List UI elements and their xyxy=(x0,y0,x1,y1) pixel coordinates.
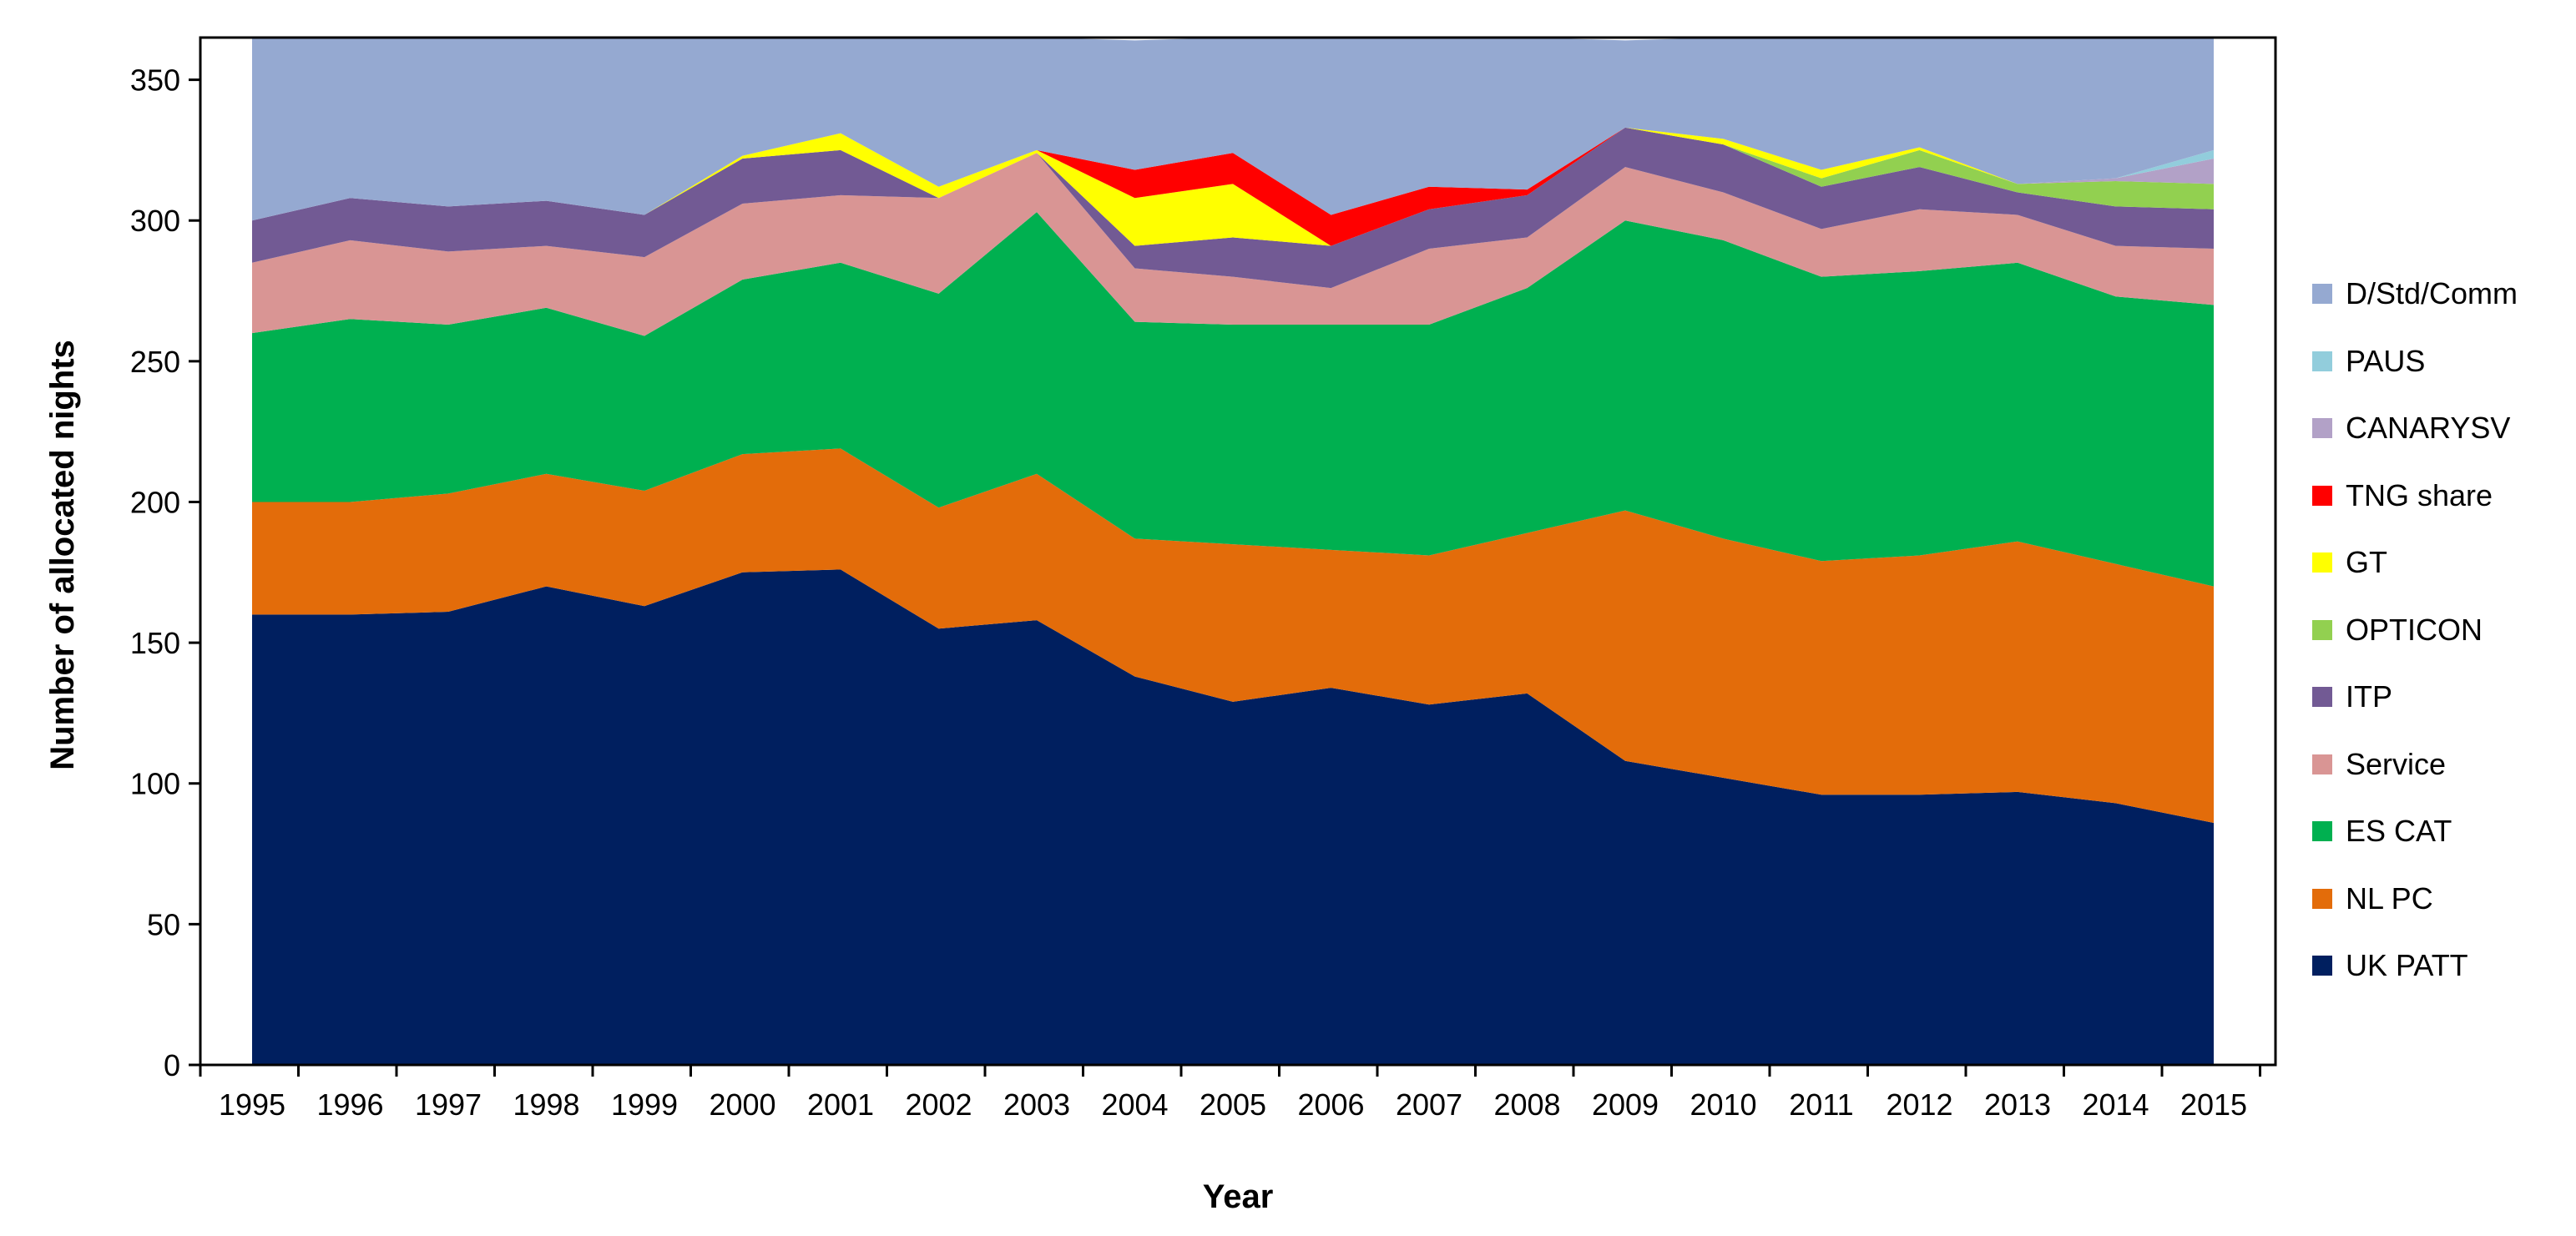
x-tick-label: 2011 xyxy=(1789,1087,1853,1122)
y-tick-label: 100 xyxy=(130,767,180,801)
legend-label: PAUS xyxy=(2346,343,2426,378)
x-tick-label: 2005 xyxy=(1200,1087,1266,1122)
y-tick-label: 350 xyxy=(130,63,180,98)
x-tick-label: 2000 xyxy=(709,1087,775,1122)
legend-swatch xyxy=(2312,754,2332,774)
legend-label: TNG share xyxy=(2346,477,2493,512)
plot-frame xyxy=(199,36,2277,1067)
legend-item: TNG share xyxy=(2312,462,2518,530)
area-series-d-std-comm xyxy=(252,38,2214,221)
legend-swatch xyxy=(2312,351,2332,371)
y-tick-label: 250 xyxy=(130,345,180,379)
y-tick-label: 50 xyxy=(147,907,180,941)
area-series-service xyxy=(252,153,2214,336)
legend-label: CANARYSV xyxy=(2346,411,2511,446)
legend-item: ITP xyxy=(2312,663,2518,731)
x-tick-label: 2006 xyxy=(1297,1087,1364,1122)
legend-item: GT xyxy=(2312,529,2518,597)
x-axis-label: Year xyxy=(1203,1178,1274,1215)
legend-item: CANARYSV xyxy=(2312,395,2518,462)
x-tick-label: 1995 xyxy=(219,1087,285,1122)
area-series-itp xyxy=(252,127,2214,289)
legend-label: OPTICON xyxy=(2346,612,2483,647)
x-tick-label: 1999 xyxy=(611,1087,678,1122)
y-tick-label: 300 xyxy=(130,204,180,238)
legend-label: NL PC xyxy=(2346,880,2433,916)
x-tick-label: 2012 xyxy=(1886,1087,1952,1122)
x-tick-label: 2009 xyxy=(1592,1087,1659,1122)
y-axis-ticks: 0 50 100 150 200 250 300 350 xyxy=(130,63,200,1082)
legend-label: GT xyxy=(2346,545,2387,580)
x-tick-label: 1996 xyxy=(316,1087,383,1122)
x-tick-label: 2001 xyxy=(807,1087,874,1122)
legend-item: Service xyxy=(2312,731,2518,799)
x-tick-label: 1998 xyxy=(513,1087,579,1122)
legend-swatch xyxy=(2312,485,2332,506)
x-tick-label: 2008 xyxy=(1493,1087,1560,1122)
legend-label: D/Std/Comm xyxy=(2346,276,2518,311)
legend-swatch xyxy=(2312,888,2332,909)
area-series-uk-patt xyxy=(252,569,2214,1065)
y-tick-label: 200 xyxy=(130,485,180,519)
legend-swatch xyxy=(2312,821,2332,842)
area-layers xyxy=(252,38,2214,1065)
legend-label: Service xyxy=(2346,746,2447,781)
y-axis-label: Number of allocated nights xyxy=(44,340,81,770)
legend-item: D/Std/Comm xyxy=(2312,260,2518,328)
legend-item: OPTICON xyxy=(2312,597,2518,664)
legend-swatch xyxy=(2312,619,2332,640)
x-axis-ticks: 1995 1996 1997 1998 1999 2000 2001 2002 2003 2004… xyxy=(199,1065,2261,1122)
x-tick-label: 2007 xyxy=(1396,1087,1462,1122)
axes xyxy=(199,36,2277,1067)
x-tick-label: 2010 xyxy=(1690,1087,1756,1122)
chart-legend: D/Std/Comm PAUS CANARYSV TNG share GT OPTICON… xyxy=(2312,260,2518,1000)
x-tick-label: 1997 xyxy=(415,1087,482,1122)
legend-swatch xyxy=(2312,956,2332,976)
x-tick-label: 2013 xyxy=(1984,1087,2051,1122)
legend-item: NL PC xyxy=(2312,865,2518,933)
legend-label: UK PATT xyxy=(2346,948,2468,983)
x-tick-label: 2014 xyxy=(2082,1087,2149,1122)
legend-swatch xyxy=(2312,418,2332,439)
legend-item: PAUS xyxy=(2312,328,2518,396)
legend-label: ES CAT xyxy=(2346,814,2452,849)
area-series-gt xyxy=(252,127,2214,246)
y-tick-label: 0 xyxy=(164,1048,180,1082)
legend-item: UK PATT xyxy=(2312,932,2518,1000)
legend-item: ES CAT xyxy=(2312,798,2518,865)
legend-label: ITP xyxy=(2346,679,2393,714)
x-tick-label: 2015 xyxy=(2180,1087,2247,1122)
y-tick-label: 150 xyxy=(130,626,180,660)
x-tick-label: 2003 xyxy=(1003,1087,1070,1122)
legend-swatch xyxy=(2312,552,2332,573)
area-series-es-cat xyxy=(252,212,2214,587)
x-tick-label: 2002 xyxy=(905,1087,972,1122)
legend-swatch xyxy=(2312,284,2332,305)
legend-swatch xyxy=(2312,687,2332,708)
area-series-nl-pc xyxy=(252,448,2214,823)
x-tick-label: 2004 xyxy=(1101,1087,1168,1122)
